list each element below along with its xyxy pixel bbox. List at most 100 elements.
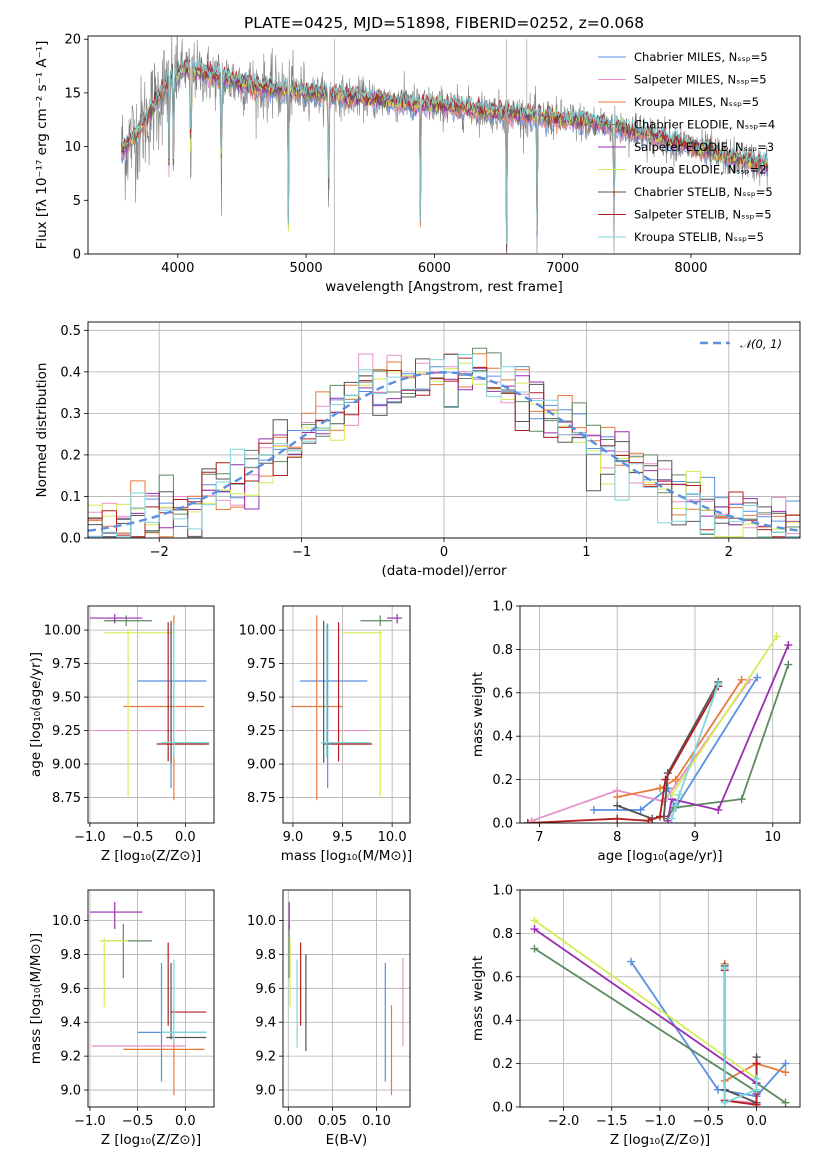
errorbar-kroupa_miles	[123, 1005, 205, 1096]
x-tick-label: 9	[691, 830, 699, 845]
weight-marker-kroupa_miles	[671, 775, 680, 784]
x-tick-label: 0.05	[318, 1114, 347, 1129]
errorbar-salpeter_stelib	[156, 622, 207, 762]
y-tick-label: 1.0	[492, 884, 513, 899]
weight-marker-chabrier_elodie	[781, 1098, 790, 1107]
residual-hist-chabrier_elodie	[88, 347, 800, 538]
y-tick-label: 0.0	[60, 532, 81, 547]
errorbar-kroupa_stelib	[161, 624, 210, 758]
y-tick-label: 0.6	[492, 970, 513, 985]
weight-line-salpeter_stelib	[527, 685, 720, 823]
y-tick-label: 9.2	[60, 1050, 81, 1065]
weight-line-kroupa_stelib	[670, 683, 720, 819]
y-tick-label: 0.8	[492, 927, 513, 942]
y-tick-label: 9.4	[60, 1016, 81, 1031]
y-tick-label: 0.2	[492, 1057, 513, 1072]
x-tick-label: 0.0	[175, 1114, 196, 1129]
weight-marker-chabrier_miles	[627, 957, 636, 966]
weight-marker-chabrier_miles	[636, 805, 645, 814]
grid-mass_vs_ebv	[283, 890, 410, 1107]
x-tick-label: −1.5	[596, 1114, 628, 1129]
weight-marker-salpeter_stelib	[644, 816, 653, 823]
y-tick-label: 0.2	[492, 773, 513, 788]
x-axis-label: Z [log₁₀(Z/Z⊙)]	[101, 848, 201, 864]
y-axis-label: mass [log₁₀(M/M⊙)]	[28, 933, 44, 1064]
weight-marker-chabrier_miles	[589, 805, 598, 814]
y-axis-label: mass weight	[470, 672, 486, 757]
weight-marker-salpeter_elodie	[784, 641, 793, 650]
y-axis-label: age [log₁₀(age/yr)]	[28, 652, 44, 777]
weight-marker-salpeter_stelib	[752, 1059, 761, 1068]
errorbar-kroupa_elodie	[104, 630, 174, 797]
model-salpeter_stelib	[120, 58, 769, 242]
model-chabrier_stelib	[120, 58, 769, 252]
x-tick-label: −1	[292, 545, 311, 560]
axes-frame	[282, 889, 411, 1108]
errorbar-chabrier_miles	[299, 623, 368, 789]
x-tick-label: 0.00	[274, 1114, 303, 1129]
legend-label-normal: 𝒩(0, 1)	[740, 337, 782, 351]
x-tick-label: 2	[725, 545, 733, 560]
panel-mass_vs_ebv: 0.00 0.05 0.10 9.0 9.2 9.4 9.6 9.8 10.0 E(B-V)	[247, 889, 411, 1148]
panel-mass_vs_Z: −1.0 −0.5 0.0 9.0 9.2 9.4 9.6 9.8 10.0 Z [log₁₀(Z…	[28, 889, 215, 1148]
plot-area-weight_vs_age	[523, 632, 793, 823]
errorbar-kroupa_miles	[290, 615, 343, 801]
errorbar-chabrier_stelib	[166, 620, 210, 763]
observed-spectrum	[121, 36, 769, 254]
errorbar-chabrier_miles	[137, 623, 207, 789]
weight-marker-salpeter_stelib	[661, 775, 670, 784]
axes-frame	[87, 889, 215, 1108]
legend-label-salpeter_stelib: Salpeter STELIB, Nₛₛₚ=5	[634, 208, 772, 222]
panel-weight_vs_Z: −2.0 −1.5 −1.0 −0.5 0.0 0.0 0.2 0.4 0.6 0.8 1.0 Z […	[470, 884, 801, 1148]
y-tick-label: 9.00	[52, 758, 81, 773]
weight-marker-kroupa_stelib	[671, 801, 680, 810]
y-axis-label: Flux [fλ 10⁻¹⁷ erg cm⁻² s⁻¹ A⁻¹]	[34, 41, 50, 250]
weight-marker-kroupa_stelib	[675, 790, 684, 799]
weight-marker-salpeter_miles	[527, 816, 536, 823]
grid-weight_vs_Z	[520, 889, 800, 1108]
errorbar-salpeter_elodie	[387, 614, 403, 624]
y-tick-label: 0.3	[60, 407, 81, 422]
grid-mass_vs_Z	[88, 890, 214, 1107]
x-tick-label: 10.0	[378, 830, 407, 845]
x-tick-label: −0.5	[122, 830, 154, 845]
weight-line-chabrier_elodie	[666, 664, 790, 820]
errorbar-chabrier_stelib	[166, 962, 207, 1040]
x-tick-label: 1	[582, 545, 590, 560]
weight-line-salpeter_miles	[531, 679, 751, 822]
plot-area-mass_vs_ebv	[288, 901, 404, 1096]
errorbar-salpeter_stelib	[167, 942, 207, 1026]
legend-label-salpeter_miles: Salpeter MILES, Nₛₛₚ=5	[634, 73, 767, 87]
panel-age_vs_mass: 9.0 9.5 10.0 8.75 9.00 9.25 9.50 9.75 10.00 mass …	[239, 605, 412, 864]
y-tick-label: 10.0	[247, 914, 276, 929]
weight-marker-salpeter_miles	[659, 797, 668, 806]
y-tick-label: 0.4	[60, 365, 81, 380]
weight-line-kroupa_miles	[617, 679, 743, 798]
y-tick-label: 9.25	[247, 724, 276, 739]
weight-marker-salpeter_elodie	[530, 925, 539, 934]
weight-marker-salpeter_stelib	[523, 819, 532, 823]
weight-line-salpeter_elodie	[666, 644, 790, 821]
legend-label-kroupa_elodie: Kroupa ELODIE, Nₛₛₚ=2	[634, 163, 767, 177]
x-tick-label: −1.0	[644, 1114, 676, 1129]
y-tick-label: 8.75	[247, 791, 276, 806]
weight-marker-kroupa_elodie	[772, 632, 781, 641]
x-tick-label: 5000	[290, 261, 323, 276]
x-tick-label: −0.5	[122, 1114, 154, 1129]
y-tick-label: 0.2	[60, 448, 81, 463]
x-tick-label: 0.10	[362, 1114, 391, 1129]
y-tick-label: 0.0	[492, 1101, 513, 1116]
errorbar-salpeter_elodie	[89, 614, 143, 624]
legend-label-chabrier_elodie: Chabrier ELODIE, Nₛₛₚ=4	[634, 118, 775, 132]
legend-label-chabrier_stelib: Chabrier STELIB, Nₛₛₚ=5	[634, 185, 773, 199]
weight-marker-salpeter_stelib	[613, 814, 622, 823]
y-tick-label: 9.8	[60, 948, 81, 963]
y-tick-label: 1.0	[492, 600, 513, 615]
x-tick-label: 7	[535, 830, 543, 845]
errorbar-kroupa_elodie	[99, 937, 129, 1007]
errorbar-salpeter_elodie	[89, 901, 143, 929]
weight-marker-kroupa_miles	[781, 1068, 790, 1077]
y-tick-label: 5	[73, 194, 81, 209]
weight-marker-kroupa_stelib	[714, 680, 723, 689]
